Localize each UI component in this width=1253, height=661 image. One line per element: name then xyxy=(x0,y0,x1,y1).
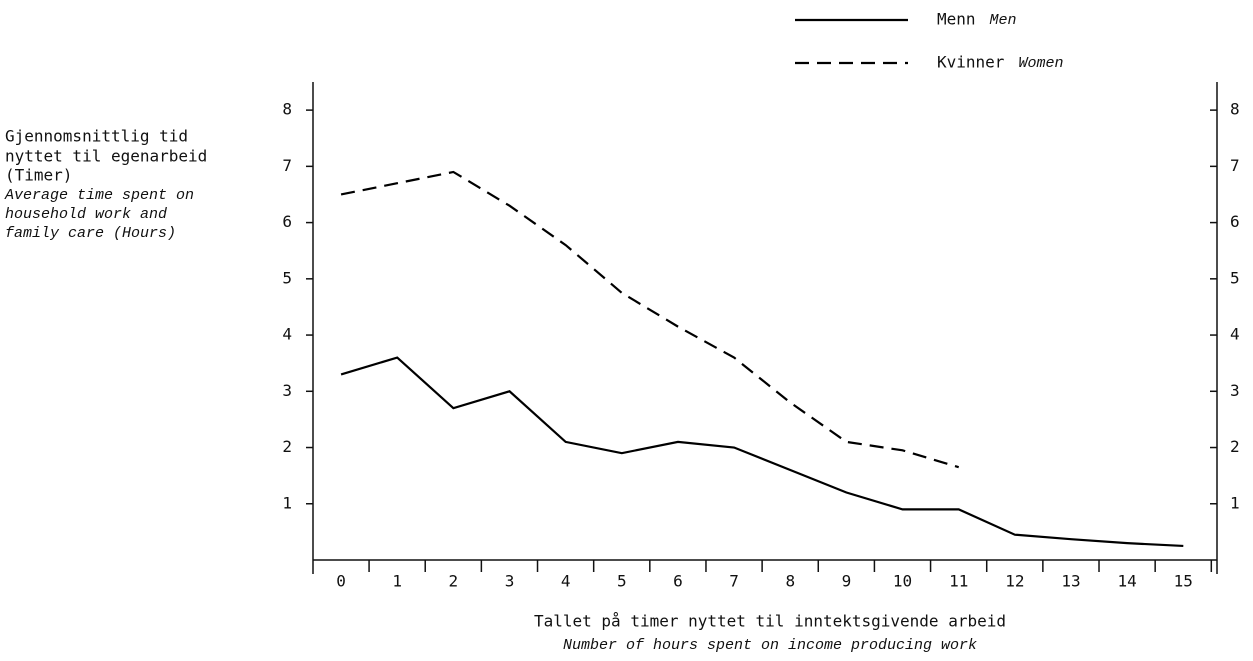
x-tick-label: 11 xyxy=(949,572,968,591)
x-tick-label: 5 xyxy=(617,572,627,591)
x-label: Tallet på timer nyttet til inntektsgiven… xyxy=(534,612,1006,631)
x-tick-label: 9 xyxy=(842,572,852,591)
x-tick-label: 4 xyxy=(561,572,571,591)
legend-label: Menn xyxy=(937,10,976,29)
x-tick-label: 13 xyxy=(1061,572,1080,591)
y-tick-label: 7 xyxy=(282,156,292,175)
x-tick-label: 7 xyxy=(729,572,739,591)
y-tick-label: 6 xyxy=(282,212,292,231)
x-tick-label: 0 xyxy=(336,572,346,591)
y-tick-label: 2 xyxy=(282,437,292,456)
y-tick-label: 3 xyxy=(282,381,292,400)
y-label-en: family care (Hours) xyxy=(5,225,176,242)
x-tick-label: 1 xyxy=(392,572,402,591)
x-tick-label: 8 xyxy=(785,572,795,591)
y-tick-label-right: 3 xyxy=(1230,381,1240,400)
x-tick-label: 14 xyxy=(1118,572,1137,591)
y-tick-label-right: 8 xyxy=(1230,100,1240,119)
y-label-en: household work and xyxy=(5,206,167,223)
x-tick-label: 10 xyxy=(893,572,912,591)
x-tick-label: 12 xyxy=(1005,572,1024,591)
y-tick-label-right: 1 xyxy=(1230,493,1240,512)
x-tick-label: 2 xyxy=(449,572,459,591)
y-tick-label-right: 5 xyxy=(1230,268,1240,287)
x-tick-label: 6 xyxy=(673,572,683,591)
y-tick-label-right: 4 xyxy=(1230,325,1240,344)
legend-label-en: Men xyxy=(990,12,1017,29)
legend-label-en: Women xyxy=(1018,55,1063,72)
y-tick-label: 5 xyxy=(282,268,292,287)
x-tick-label: 15 xyxy=(1174,572,1193,591)
y-label-en: Average time spent on xyxy=(4,187,194,204)
y-tick-label-right: 7 xyxy=(1230,156,1240,175)
x-tick-label: 3 xyxy=(505,572,515,591)
y-tick-label-right: 2 xyxy=(1230,437,1240,456)
y-tick-label-right: 6 xyxy=(1230,212,1240,231)
y-tick-label: 1 xyxy=(282,493,292,512)
legend-label: Kvinner xyxy=(937,53,1005,72)
y-label: nyttet til egenarbeid xyxy=(5,147,207,166)
y-label: Gjennomsnittlig tid xyxy=(5,127,188,146)
y-tick-label: 8 xyxy=(282,100,292,119)
y-label: (Timer) xyxy=(5,166,72,185)
x-label-en: Number of hours spent on income producin… xyxy=(563,637,977,654)
series-line xyxy=(340,356,1184,548)
y-tick-label: 4 xyxy=(282,325,292,344)
series-line xyxy=(340,170,960,469)
